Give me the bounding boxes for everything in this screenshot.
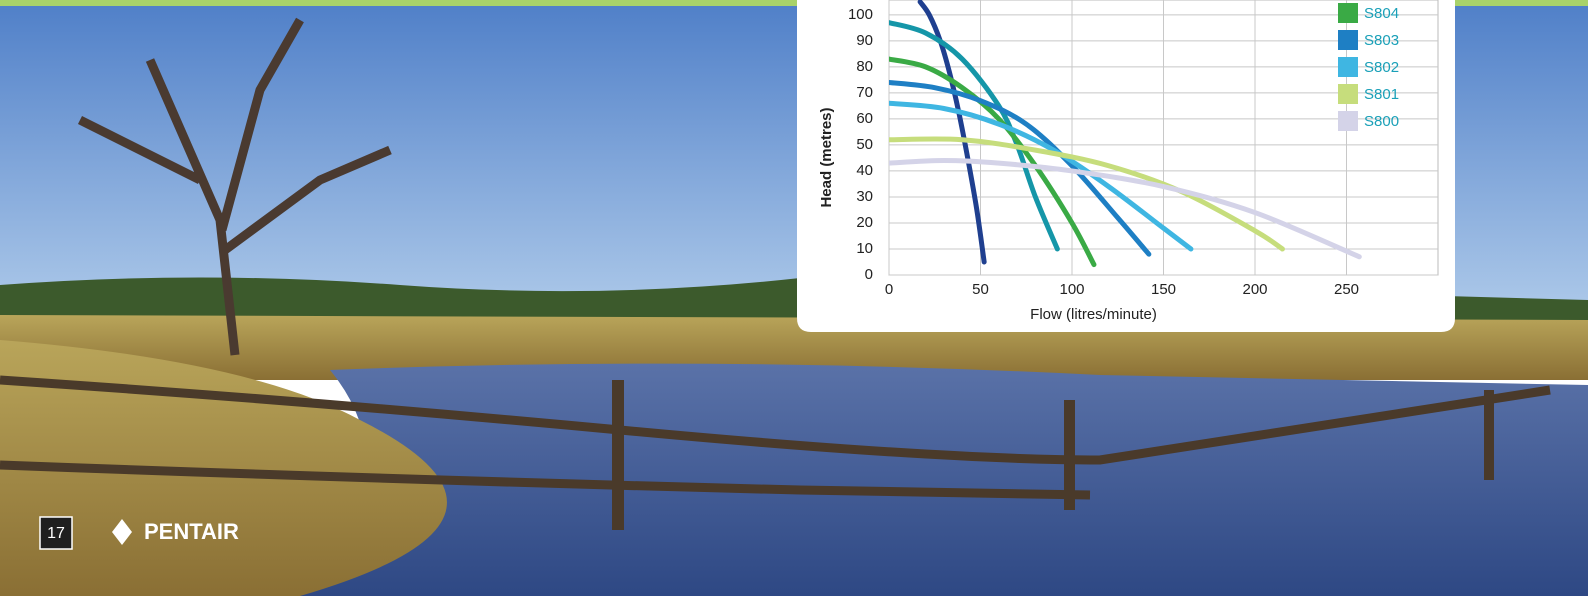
legend-swatch	[1338, 111, 1358, 131]
y-tick-label: 30	[856, 188, 873, 205]
fence-post	[1484, 390, 1494, 480]
y-tick-label: 80	[856, 58, 873, 75]
x-tick-label: 50	[972, 281, 989, 298]
curve	[889, 100, 1194, 252]
x-tick-label: 250	[1334, 281, 1359, 298]
y-tick-label: 0	[865, 266, 873, 283]
y-tick-label: 40	[856, 162, 873, 179]
brand: PENTAIR	[144, 519, 239, 544]
legend-swatch	[1338, 57, 1358, 77]
legend-swatch	[1338, 84, 1358, 104]
legend-label: S804	[1364, 5, 1399, 22]
x-tick-label: 200	[1242, 281, 1267, 298]
x-axis-label: Flow (litres/minute)	[1030, 306, 1157, 323]
fence-post	[612, 380, 624, 530]
y-tick-label: 90	[856, 32, 873, 49]
water	[280, 363, 1588, 596]
legend-swatch	[1338, 30, 1358, 50]
y-tick-label: 70	[856, 84, 873, 101]
bank	[0, 340, 447, 596]
y-tick-label: 50	[856, 136, 873, 153]
fence-rail	[0, 460, 1091, 500]
page-number-box	[39, 516, 73, 550]
x-tick-label: 150	[1151, 281, 1176, 298]
legend-label: S802	[1364, 59, 1399, 76]
x-tick-label: 100	[1059, 281, 1084, 298]
chart: 0 10 20 30 40 50 60 70 80 90 100 0 50 100 150 200 250 Flo…	[818, 0, 1439, 323]
logo-mark	[112, 519, 132, 545]
x-tick-label: 0	[885, 281, 893, 298]
legend-label: S801	[1364, 86, 1399, 103]
tree	[77, 17, 392, 356]
curve	[889, 136, 1285, 252]
y-tick-label: 20	[856, 214, 873, 231]
curve	[889, 79, 1152, 257]
legend-label: S800	[1364, 113, 1399, 130]
curve	[889, 158, 1362, 260]
page-number: 17	[47, 525, 65, 542]
curve	[889, 56, 1097, 268]
legend-swatch	[1338, 3, 1358, 23]
y-tick-label: 60	[856, 110, 873, 127]
y-tick-label: 100	[848, 6, 873, 23]
fence-post	[1064, 400, 1075, 510]
y-axis-label: Head (metres)	[818, 107, 835, 207]
y-tick-label: 10	[856, 240, 873, 257]
legend-label: S803	[1364, 32, 1399, 49]
top-band	[0, 0, 1588, 6]
